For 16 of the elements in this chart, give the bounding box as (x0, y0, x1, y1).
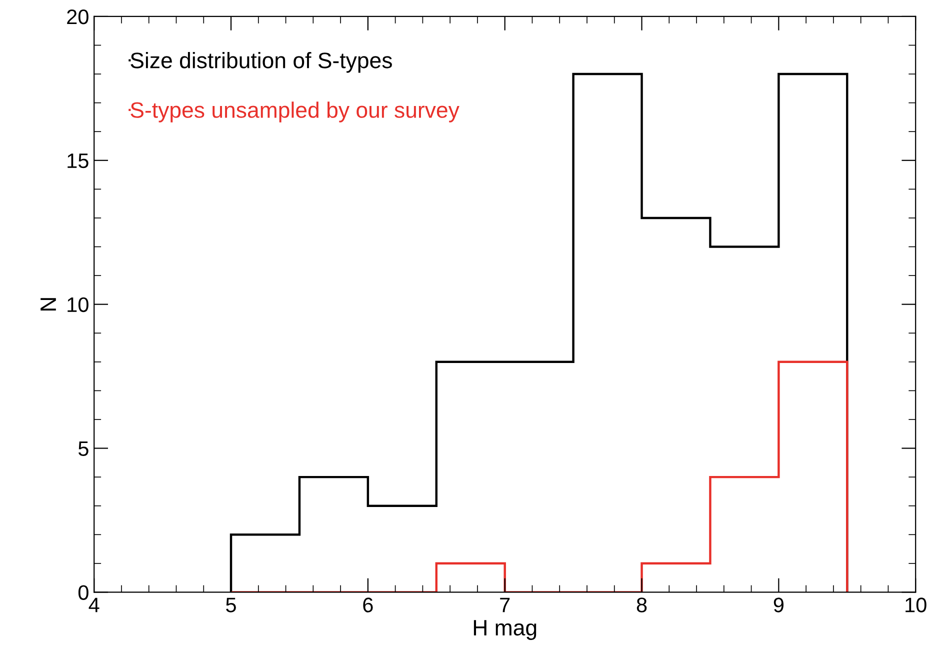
y-tick-label: 5 (78, 441, 88, 456)
x-tick-label: 10 (906, 598, 926, 612)
x-tick-label: 7 (500, 598, 510, 612)
x-tick-label: 6 (363, 598, 373, 612)
x-tick-label: 4 (88, 598, 100, 612)
y-tick-label: 15 (68, 154, 88, 168)
y-axis-title: N (40, 298, 56, 311)
x-tick-label: 8 (636, 598, 647, 612)
x-tick-label: 5 (226, 598, 236, 612)
y-tick-label: 0 (78, 585, 88, 600)
y-tick-label: 20 (67, 9, 88, 24)
x-axis-title: H mag (474, 620, 536, 640)
legend-label: Size distribution of S-types (130, 52, 392, 73)
legend-label: S-types unsampled by our survey (130, 102, 460, 122)
x-tick-label: 9 (774, 598, 784, 612)
y-tick-label: 10 (68, 297, 88, 312)
